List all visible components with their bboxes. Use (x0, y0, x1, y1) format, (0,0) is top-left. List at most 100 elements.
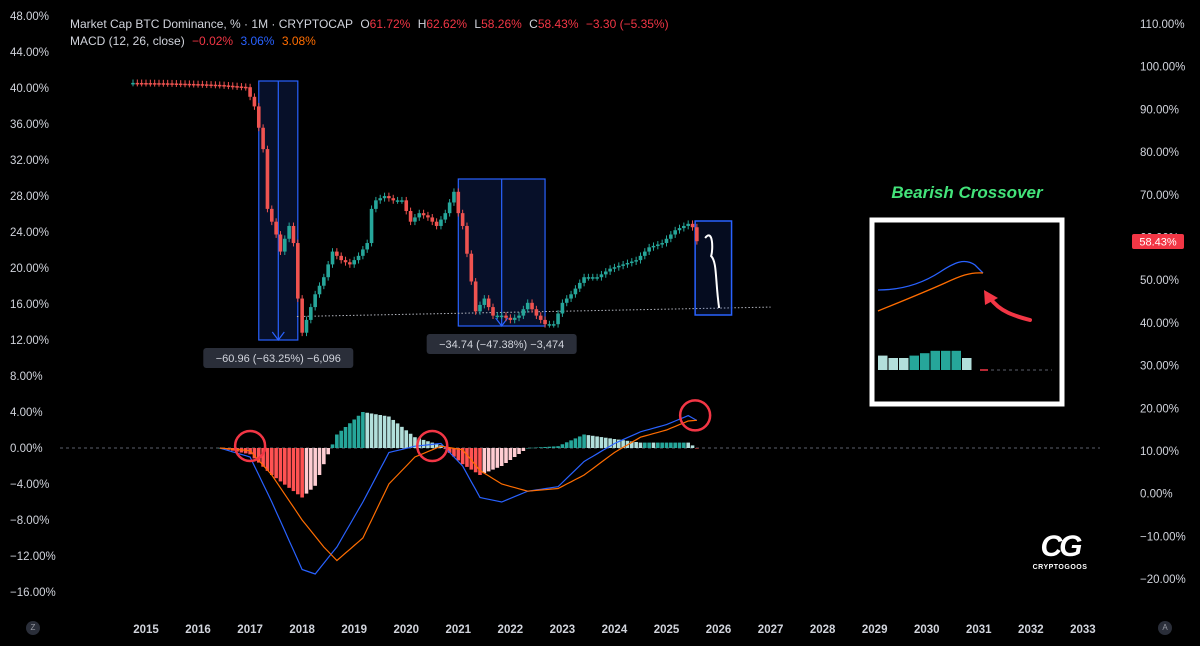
candle (209, 84, 213, 87)
macd-histogram-bar (630, 441, 634, 448)
auto-scale-button[interactable]: A (1158, 621, 1172, 635)
candle (296, 243, 300, 299)
candle (230, 85, 235, 88)
macd-histogram-bar (309, 448, 313, 490)
candle (608, 268, 612, 272)
macd-histogram-bar (304, 448, 309, 494)
candle (439, 219, 443, 226)
macd-histogram-bar (421, 439, 426, 448)
candle (556, 313, 560, 325)
candle (365, 243, 370, 250)
macd-histogram-bar (486, 448, 491, 472)
macd-histogram-bar (547, 446, 552, 448)
candle (200, 84, 205, 86)
candle (625, 262, 630, 265)
macd-histogram-bar (382, 415, 387, 448)
left-axis-tick: 36.00% (10, 119, 49, 131)
candle (400, 200, 404, 202)
macd-title[interactable]: MACD (12, 26, close) (70, 34, 185, 48)
candle (677, 228, 682, 231)
bearish-crossover-inset: Bearish Crossover (869, 183, 1065, 407)
macd-histogram-bar (491, 448, 495, 470)
projection-path (704, 234, 721, 309)
left-axis-tick: 44.00% (10, 47, 49, 59)
candle (682, 225, 686, 229)
candle (512, 317, 517, 320)
candle (387, 196, 391, 199)
candle (382, 196, 387, 199)
macd-histogram-bar (269, 448, 274, 475)
x-axis-tick: 2018 (289, 624, 315, 636)
macd-histogram-bar (499, 448, 504, 466)
candle (178, 83, 183, 86)
candle (144, 83, 148, 85)
x-axis-tick: 2027 (758, 624, 784, 636)
x-axis-tick: 2029 (862, 624, 888, 636)
macd-histogram-bar (495, 448, 500, 468)
left-axis-tick: 8.00% (10, 371, 43, 383)
macd-histogram-bar (252, 448, 257, 459)
candle (395, 200, 400, 202)
macd-histogram-bar (343, 427, 348, 448)
candle (595, 277, 599, 279)
macd-histogram-bar (356, 415, 361, 448)
candle (430, 217, 435, 222)
candle (577, 282, 582, 289)
candle (356, 255, 361, 261)
macd-histogram-bar (660, 442, 664, 448)
symbol-title[interactable]: Market Cap BTC Dominance, % · 1M · CRYPT… (70, 17, 353, 31)
macd-histogram-bar (556, 446, 560, 448)
macd-histogram-bar (534, 447, 539, 448)
right-axis-tick: 0.00% (1140, 489, 1173, 501)
candle (326, 264, 330, 278)
candle (413, 217, 417, 222)
candle (135, 82, 140, 85)
right-axis-tick: 70.00% (1140, 190, 1179, 202)
measure-label-box (426, 334, 577, 354)
candle (603, 271, 608, 275)
inset-frame (869, 217, 1065, 407)
right-axis-tick: 100.00% (1140, 62, 1185, 74)
candle (504, 315, 508, 318)
candle (690, 223, 695, 228)
candle (530, 302, 534, 310)
candle (660, 243, 664, 245)
candle (656, 244, 660, 246)
candle (204, 84, 209, 86)
macd-histogram-bar (317, 448, 322, 475)
macd-histogram-bar (517, 448, 521, 454)
macd-histogram-bar (638, 442, 643, 448)
macd-histogram-bar (339, 430, 343, 448)
macd-histogram-bar (296, 448, 300, 495)
macd-histogram-bar (478, 448, 482, 475)
macd-histogram-bar (656, 442, 660, 448)
candle (339, 255, 343, 261)
left-axis-tick: 0.00% (10, 443, 43, 455)
candle (573, 288, 578, 295)
candle (343, 260, 348, 263)
candle (426, 215, 430, 218)
candle (517, 315, 521, 318)
candle (460, 213, 465, 226)
candle (651, 245, 656, 248)
right-axis-tick: −20.00% (1140, 574, 1186, 586)
candle (543, 319, 547, 325)
candle (252, 96, 257, 107)
last-price-label: 58.43% (1139, 237, 1177, 249)
crossover-circle (678, 399, 712, 432)
x-axis-tick: 2031 (966, 624, 992, 636)
low-value: 58.26% (481, 17, 522, 31)
candle (582, 277, 586, 283)
macd-histogram-bar (469, 448, 474, 470)
macd-histogram-bar (643, 442, 647, 448)
candle (152, 83, 157, 85)
candle (317, 285, 322, 295)
candle (569, 294, 573, 299)
timezone-button[interactable]: Z (26, 621, 40, 635)
chart-header-ohlc: Market Cap BTC Dominance, % · 1M · CRYPT… (70, 17, 669, 31)
macd-histogram-bar (417, 438, 422, 448)
macd-histogram-bar (530, 447, 534, 449)
candle (612, 267, 617, 269)
macd-histogram-bar (287, 448, 291, 488)
